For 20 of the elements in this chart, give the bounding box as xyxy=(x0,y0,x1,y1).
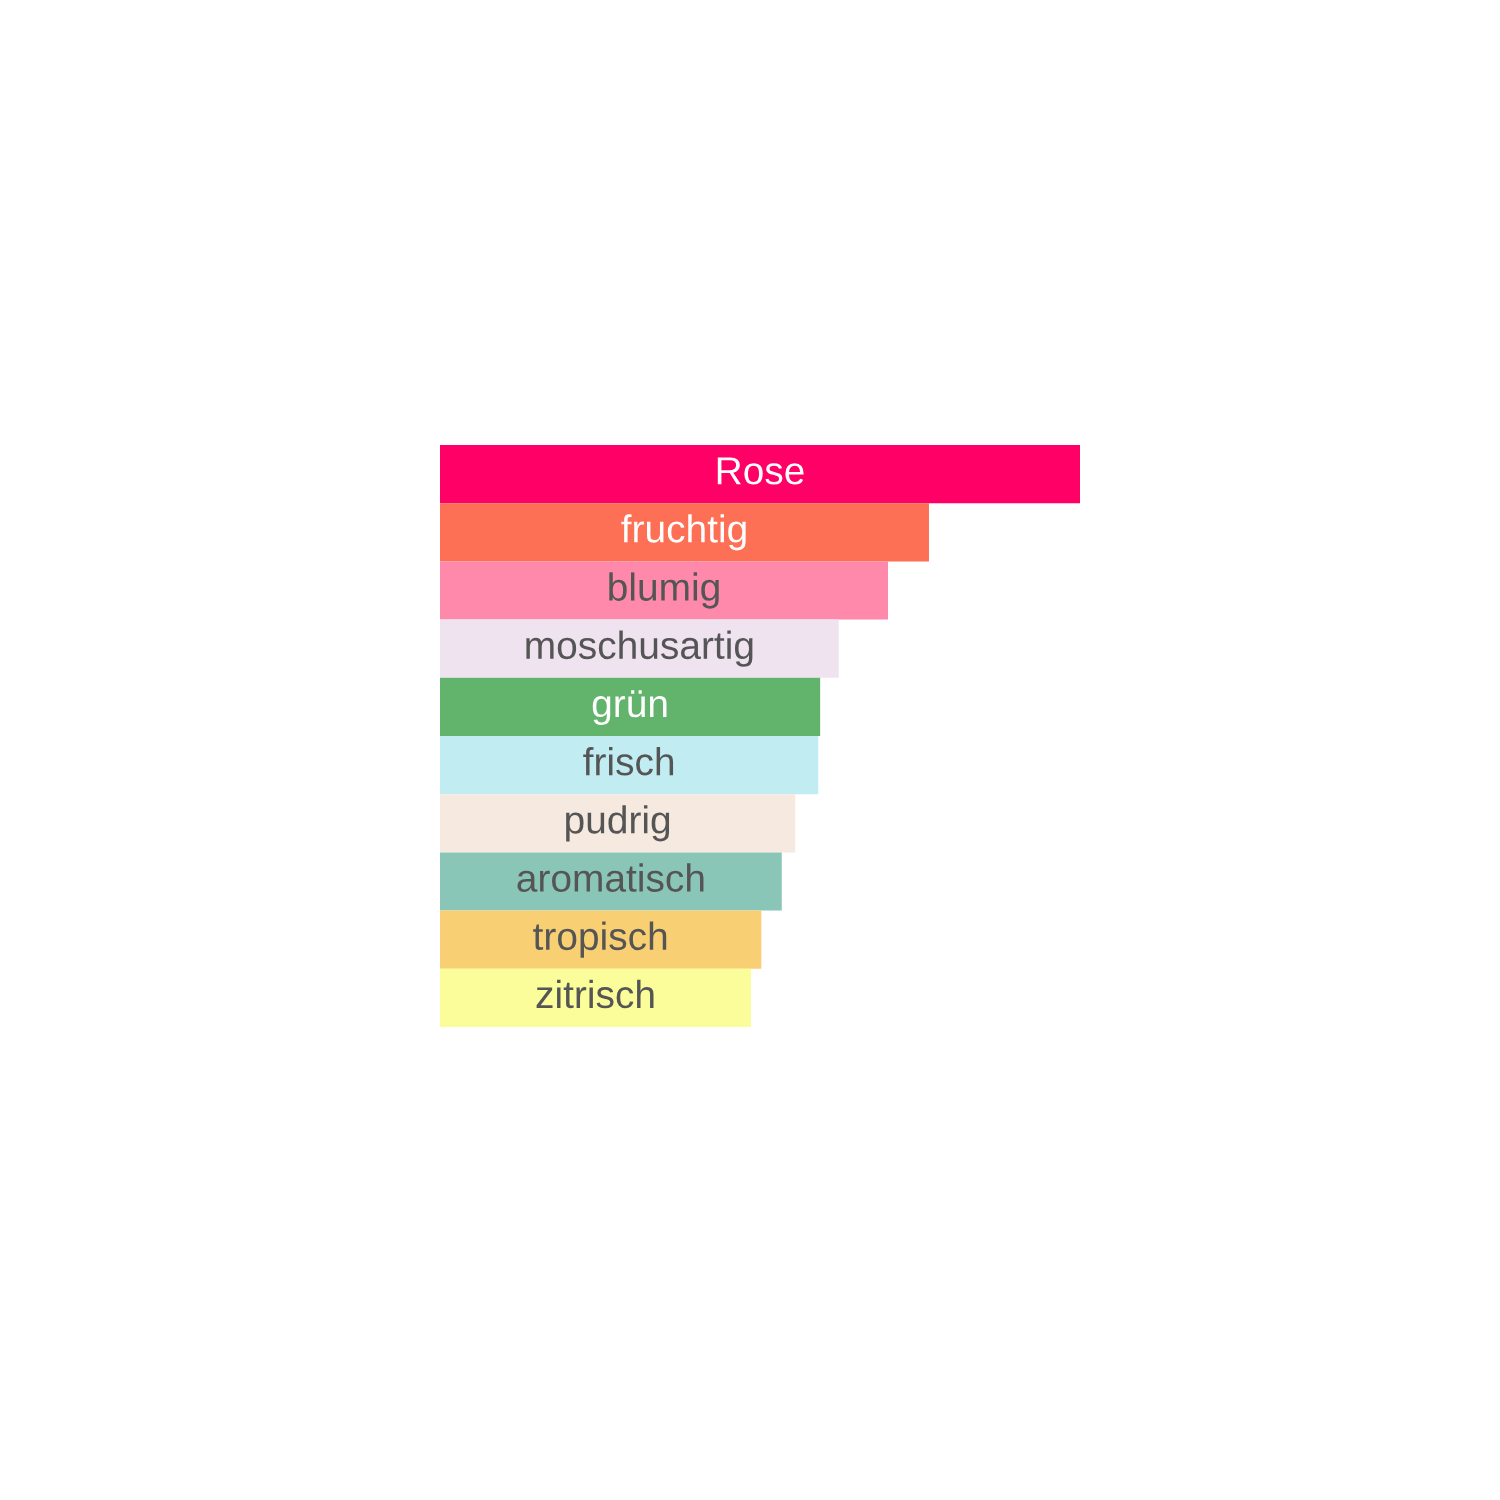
bar xyxy=(440,852,782,911)
y-tick-label: moschusartig xyxy=(526,630,753,667)
y-tick-label: zitrisch xyxy=(536,979,654,1009)
y-tick-label: grün xyxy=(592,690,667,726)
bar xyxy=(440,794,796,853)
bar xyxy=(440,736,819,795)
bar xyxy=(440,619,839,678)
bar xyxy=(440,677,821,736)
bar xyxy=(440,968,752,1027)
bar xyxy=(440,910,762,969)
y-tick-label: aromatisch xyxy=(517,863,704,892)
y-tick-label: frisch xyxy=(583,746,674,776)
y-tick-label: fruchtig xyxy=(621,514,746,551)
y-tick-label: pudrig xyxy=(566,805,670,842)
y-tick-label: Rose xyxy=(717,457,804,485)
bar xyxy=(440,445,1080,504)
y-tick-label: blumig xyxy=(609,572,719,609)
bar xyxy=(440,503,929,562)
bar xyxy=(440,561,888,620)
y-tick-label: tropisch xyxy=(533,921,667,958)
